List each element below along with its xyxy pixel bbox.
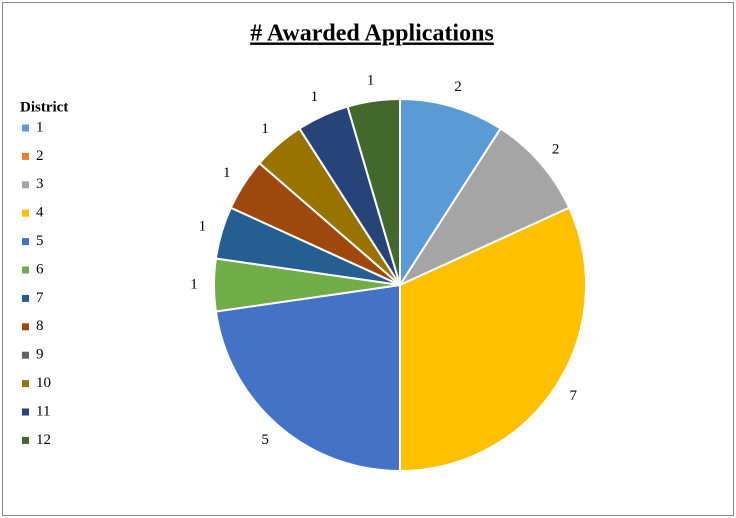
legend-label: 2	[36, 148, 44, 164]
data-label: 1	[190, 276, 198, 292]
legend-label: 11	[36, 403, 50, 419]
legend-swatch	[22, 266, 29, 274]
chart-title: # Awarded Applications	[250, 21, 494, 47]
data-label: 1	[367, 73, 375, 89]
legend-swatch	[22, 209, 29, 217]
pie-slice	[397, 127, 571, 288]
legend-label: 10	[36, 375, 51, 391]
legend-swatch	[22, 152, 29, 160]
data-label: 1	[199, 218, 207, 234]
legend-label: 4	[36, 205, 44, 221]
data-label: 5	[261, 432, 269, 448]
legend-swatch	[22, 351, 29, 359]
legend-title: District	[20, 99, 68, 115]
data-label: 1	[261, 121, 269, 137]
legend-swatch	[22, 436, 29, 444]
legend-label: 1	[36, 119, 44, 135]
data-label: 1	[223, 165, 231, 181]
legend-swatch	[22, 408, 29, 416]
legend-label: 5	[36, 233, 44, 249]
data-label: 2	[552, 142, 560, 158]
legend-label: 9	[36, 347, 44, 363]
legend-label: 8	[36, 318, 44, 334]
data-label: 2	[454, 79, 462, 95]
pie-slice	[214, 283, 401, 473]
pie-slice	[399, 206, 587, 473]
legend-swatch	[22, 124, 29, 132]
legend-label: 6	[36, 261, 44, 277]
legend-label: 3	[36, 176, 44, 192]
legend-swatch	[22, 323, 29, 331]
legend-label: 7	[36, 290, 44, 306]
legend-swatch	[22, 380, 29, 388]
pie-slice	[399, 97, 502, 289]
data-label: 1	[311, 89, 319, 105]
legend-label: 12	[36, 432, 51, 448]
legend-swatch	[22, 181, 29, 189]
pie-slice	[346, 97, 401, 286]
legend-swatch	[22, 294, 29, 302]
data-label: 7	[570, 388, 578, 404]
legend-swatch	[22, 238, 29, 246]
